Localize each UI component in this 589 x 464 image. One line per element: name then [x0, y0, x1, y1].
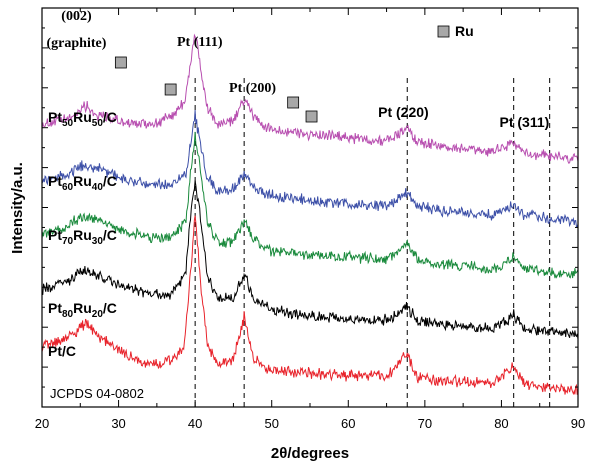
series-trace-2 — [41, 131, 579, 279]
series-trace-4 — [41, 215, 579, 396]
peak-label: Pt (311) — [499, 114, 549, 130]
series-trace-0 — [41, 33, 579, 164]
sample-label-4: Pt/C — [48, 343, 76, 359]
series-trace-3 — [41, 180, 579, 340]
series-layer — [41, 33, 579, 396]
ru-marker-2 — [287, 96, 300, 109]
x-tick-label: 90 — [571, 416, 585, 431]
x-tick-label: 20 — [35, 416, 49, 431]
y-axis-ticks — [42, 27, 578, 388]
sample-label-2: Pt70Ru30/C — [48, 227, 117, 247]
x-tick-label: 50 — [264, 416, 278, 431]
series-trace-1 — [41, 109, 579, 228]
x-axis-ticks — [41, 8, 579, 407]
peak-label: Pt (111) — [177, 35, 223, 50]
legend-ru-square — [437, 25, 450, 38]
ru-marker-0 — [114, 56, 127, 69]
sample-label-3: Pt80Ru20/C — [48, 300, 117, 320]
x-tick-label: 80 — [494, 416, 508, 431]
peak-label: Pt (200) — [229, 81, 276, 96]
x-tick-label: 70 — [418, 416, 432, 431]
x-axis-title: 2θ/degrees — [271, 445, 349, 462]
x-tick-label: 30 — [111, 416, 125, 431]
peak-labels: (002) (graphite) Pt (111) Pt (200) Pt (220) P… — [47, 9, 550, 130]
sample-label-1: Pt60Ru40/C — [48, 173, 117, 193]
y-axis-title: Intensity/a.u. — [9, 162, 26, 254]
ru-markers — [114, 56, 318, 123]
ru-marker-3 — [305, 110, 318, 123]
ru-marker-1 — [164, 83, 177, 96]
peak-label: Pt (220) — [378, 104, 429, 120]
sample-labels: Pt50Ru50/C Pt60Ru40/C Pt70Ru30/C Pt80Ru20/C… — [48, 109, 117, 359]
x-axis-tick-labels: 20 30 40 50 60 70 80 90 — [35, 416, 585, 431]
x-tick-label: 40 — [188, 416, 202, 431]
legend-ru-label: Ru — [455, 23, 474, 39]
peak-label: (graphite) — [47, 36, 107, 51]
peak-label: (002) — [61, 9, 92, 24]
x-tick-label: 60 — [341, 416, 355, 431]
sample-label-0: Pt50Ru50/C — [48, 109, 117, 129]
reference-card-label: JCPDS 04-0802 — [50, 386, 144, 401]
